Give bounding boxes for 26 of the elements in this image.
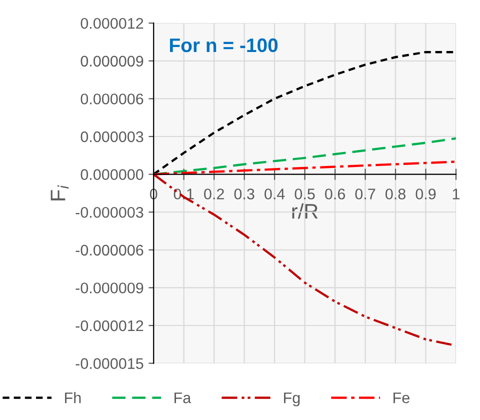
x-tick-label: 0.4 <box>264 188 285 200</box>
x-tick-label: 0.9 <box>416 188 436 200</box>
x-tick-label: 1 <box>452 188 460 200</box>
x-tick-label: 0.7 <box>355 188 376 200</box>
x-tick-label: 0.5 <box>294 188 315 200</box>
y-tick-label: -0.000012 <box>76 320 144 332</box>
legend-label: Fg <box>284 392 300 406</box>
y-axis-title: F$_{i}$ <box>50 185 69 200</box>
y-tick-label: 0.000009 <box>80 56 144 67</box>
y-tick-label: -0.000006 <box>76 244 144 256</box>
legend-label: Fh <box>65 392 81 404</box>
y-tick-label: 0.000006 <box>80 94 144 104</box>
annotation: For n = -100 <box>170 38 278 52</box>
y-tick-label: 0.000012 <box>80 18 144 29</box>
legend-label: Fe <box>394 392 410 404</box>
y-tick-label: 0.000003 <box>80 131 144 142</box>
y-tick-label: -0.000003 <box>76 206 144 218</box>
x-tick-label: 0.6 <box>325 188 345 200</box>
y-tick-label: 0.000000 <box>80 169 144 180</box>
y-tick-label: -0.000009 <box>76 282 144 294</box>
x-tick-label: 0.2 <box>204 188 224 200</box>
legend-label: Fa <box>174 392 192 404</box>
y-tick-label: -0.000015 <box>76 358 144 369</box>
line-series <box>154 160 456 176</box>
x-tick-label: 0.8 <box>386 188 406 200</box>
x-tick-label: 0.3 <box>234 188 254 200</box>
